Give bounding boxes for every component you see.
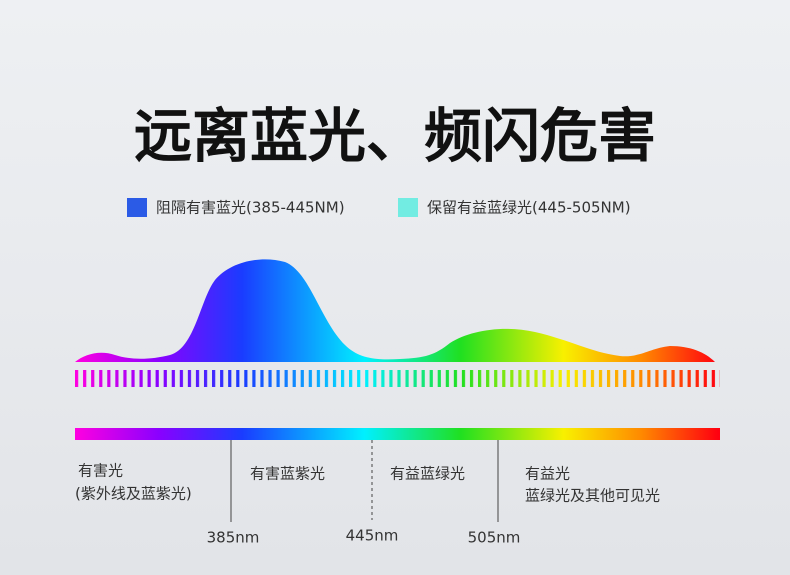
region-label: 有害蓝紫光 [250, 465, 325, 483]
boundary-label: 445nm [346, 527, 399, 545]
region-label: (紫外线及蓝紫光) [75, 485, 192, 503]
region-label: 蓝绿光及其他可见光 [525, 487, 660, 505]
boundary-label: 505nm [468, 529, 521, 547]
legend-swatch [398, 198, 418, 217]
spectrum-curve [75, 259, 715, 362]
legend-swatch [127, 198, 147, 217]
boundary-label: 385nm [207, 529, 260, 547]
region-label: 有益光 [525, 465, 570, 483]
spectrum-bar [75, 428, 720, 440]
region-label: 有益蓝绿光 [390, 465, 465, 483]
title: 远离蓝光、频闪危害 [134, 102, 656, 170]
legend-label: 保留有益蓝绿光(445-505NM) [427, 199, 631, 217]
region-label: 有害光 [78, 462, 123, 480]
spectrum-stripes [75, 370, 720, 387]
legend-label: 阻隔有害蓝光(385-445NM) [156, 199, 345, 217]
